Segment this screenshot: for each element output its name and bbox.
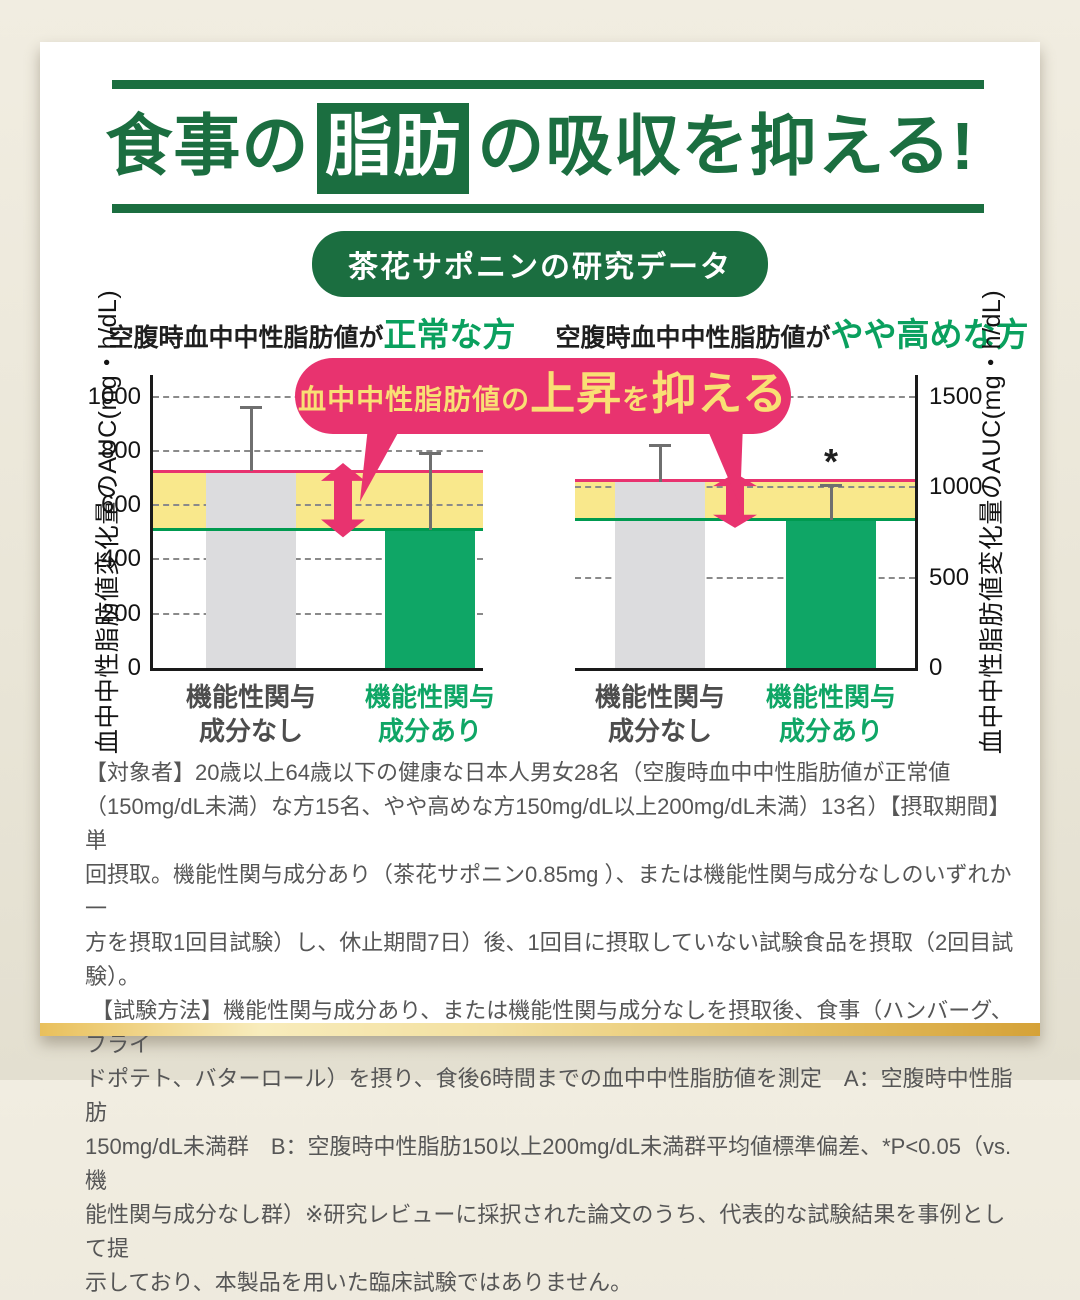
y-tick-label: 1500 bbox=[929, 382, 983, 410]
gridline bbox=[153, 504, 483, 507]
error-bar-cap bbox=[419, 452, 441, 456]
title-post: の吸収を抑える! bbox=[477, 109, 975, 184]
y-tick-label: 200 bbox=[100, 599, 141, 627]
bar-with-ingredient bbox=[786, 519, 876, 668]
suppression-arrow bbox=[713, 472, 757, 533]
title-pre: 食事の bbox=[105, 109, 310, 184]
title-highlight: 脂肪 bbox=[317, 103, 470, 194]
chart-header-normal: 空腹時血中中性脂肪値が正常な方 bbox=[108, 308, 515, 356]
category-label: 機能性関与 成分なし bbox=[185, 682, 316, 746]
chart-header-high-plain: 空腹時血中中性脂肪値が bbox=[555, 324, 831, 352]
main-title: 食事の 脂肪 の吸収を抑える! bbox=[40, 89, 1040, 204]
y-tick-label: 800 bbox=[100, 436, 141, 464]
y-axis-label-right: 血中中性脂肪値変化量のAUC(mg・h/dL) bbox=[978, 289, 1006, 755]
y-tick-label: 1000 bbox=[87, 382, 141, 410]
y-tick-label: 500 bbox=[929, 563, 970, 591]
gold-accent-strip bbox=[40, 1023, 1040, 1036]
y-tick-label: 0 bbox=[929, 654, 943, 681]
gridline bbox=[575, 486, 915, 489]
chart-header-normal-accent: 正常な方 bbox=[383, 316, 516, 353]
gridline bbox=[575, 576, 915, 579]
gridline bbox=[153, 612, 483, 615]
bar-with-ingredient bbox=[385, 529, 475, 668]
chart-header-high-accent: やや高めな方 bbox=[830, 316, 1029, 353]
bar-without-ingredient bbox=[615, 481, 705, 668]
y-tick-label: 1000 bbox=[929, 473, 983, 501]
research-data-badge: 茶花サポニンの研究データ bbox=[312, 231, 768, 297]
bubble-mid: を bbox=[622, 384, 652, 415]
y-axis-label-left: 血中中性脂肪値変化量のAUC(mg・h/dL) bbox=[94, 289, 122, 755]
category-label: 機能性関与 成分あり bbox=[765, 682, 896, 746]
y-tick-label: 600 bbox=[100, 491, 141, 519]
band-bottom-line bbox=[153, 528, 483, 532]
significance-asterisk: * bbox=[823, 441, 839, 483]
bubble-em2: 抑える bbox=[651, 368, 788, 419]
gridline bbox=[153, 449, 483, 452]
error-bar-cap bbox=[649, 444, 671, 448]
bar-without-ingredient bbox=[206, 471, 296, 668]
error-bar bbox=[829, 485, 833, 520]
suppression-arrow bbox=[321, 463, 365, 542]
highlight-band bbox=[153, 471, 483, 530]
chart-header-normal-plain: 空腹時血中中性脂肪値が bbox=[108, 324, 384, 352]
band-top-line bbox=[153, 469, 483, 473]
title-rule-bottom bbox=[112, 204, 984, 213]
error-bar-cap bbox=[240, 406, 262, 410]
chart-header-high: 空腹時血中中性脂肪値がやや高めな方 bbox=[555, 308, 1028, 356]
gridline bbox=[153, 558, 483, 561]
y-tick-label: 0 bbox=[127, 654, 141, 681]
error-bar bbox=[428, 453, 432, 530]
error-bar-cap bbox=[820, 483, 842, 487]
poster-card: 食事の 脂肪 の吸収を抑える! 茶花サポニンの研究データ 空腹時血中中性脂肪値が正常… bbox=[40, 42, 1040, 1295]
category-label: 機能性関与 成分なし bbox=[594, 682, 725, 746]
title-rule-top bbox=[112, 80, 984, 89]
error-bar bbox=[658, 445, 662, 482]
suppression-callout-bubble: 血中中性脂肪値の上昇を抑える bbox=[295, 358, 791, 434]
error-bar bbox=[249, 407, 253, 472]
bubble-lead: 血中中性脂肪値の bbox=[298, 384, 531, 415]
category-label: 機能性関与 成分あり bbox=[364, 682, 495, 746]
bubble-em1: 上昇 bbox=[530, 368, 623, 419]
y-tick-label: 400 bbox=[100, 545, 141, 573]
bar-chart-high: * 0 500 1000 1500 機能性関与 成分なし 機能性関与 成分あり bbox=[575, 375, 982, 746]
